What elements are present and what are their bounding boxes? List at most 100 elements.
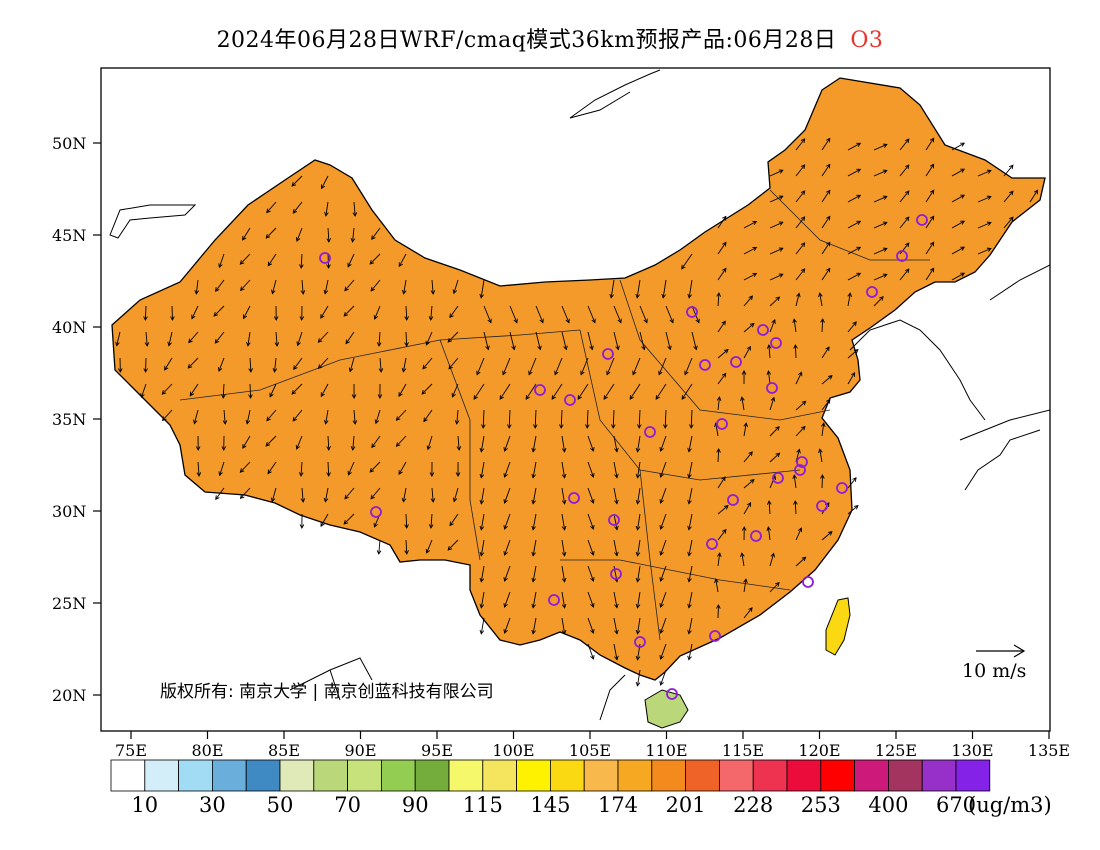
city-marker xyxy=(916,214,928,226)
wind-arrow xyxy=(404,539,409,555)
wind-arrow xyxy=(376,331,382,347)
wind-arrow xyxy=(348,357,355,373)
wind-arrow xyxy=(977,221,992,229)
wind-arrow xyxy=(347,253,355,268)
wind-arrow xyxy=(873,296,884,307)
wind-arrow xyxy=(323,279,329,295)
wind-vectors xyxy=(115,137,1039,687)
wind-arrow xyxy=(245,409,251,425)
wind-arrow xyxy=(795,190,806,203)
wind-arrow xyxy=(561,461,567,479)
wind-arrow xyxy=(239,487,251,499)
wind-arrow xyxy=(499,383,511,400)
wind-arrow xyxy=(507,409,512,429)
wind-arrow xyxy=(350,435,356,451)
wind-arrow xyxy=(769,296,781,307)
wind-arrow xyxy=(899,138,910,151)
wind-arrow xyxy=(479,435,485,453)
wind-arrow xyxy=(821,215,831,229)
wind-arrow xyxy=(847,194,862,203)
wind-arrow xyxy=(717,267,727,281)
city-marker xyxy=(568,492,580,504)
wind-arrow xyxy=(659,591,667,608)
wind-arrow xyxy=(533,409,538,429)
wind-arrow xyxy=(429,461,435,477)
colorbar-swatch xyxy=(245,759,281,792)
city-marker xyxy=(772,472,784,484)
wind-arrow xyxy=(479,565,485,583)
wind-arrow xyxy=(743,501,752,515)
colorbar-label: 400 xyxy=(868,793,908,817)
colorbar-swatch xyxy=(854,759,889,792)
wind-arrow xyxy=(635,461,641,479)
wind-arrow xyxy=(769,169,784,177)
wind-arrow xyxy=(140,383,147,399)
wind-arrow xyxy=(377,383,383,399)
colorbar-swatch xyxy=(448,759,484,792)
colorbar-label: 228 xyxy=(733,793,773,817)
wind-arrow xyxy=(352,201,358,217)
wind-arrow xyxy=(925,241,935,255)
pollutant-label: O3 xyxy=(850,28,884,53)
wind-arrow xyxy=(795,164,806,177)
wind-arrow xyxy=(1029,189,1039,203)
wind-arrow xyxy=(218,461,225,477)
wind-arrow xyxy=(371,435,381,449)
wind-arrow xyxy=(691,305,700,324)
colorbar-label: 90 xyxy=(402,793,429,817)
city-marker xyxy=(716,418,728,430)
wind-arrow xyxy=(221,435,227,451)
colorbar-swatch xyxy=(617,759,653,792)
lon-tick-label: 75E xyxy=(115,741,147,760)
hainan-island xyxy=(644,689,689,729)
wind-arrow xyxy=(426,435,433,451)
wind-arrow xyxy=(398,253,407,268)
wind-arrow xyxy=(167,331,173,347)
wind-arrow xyxy=(635,669,641,687)
wind-arrow xyxy=(635,617,641,635)
wind-arrow xyxy=(663,409,668,429)
wind-arrow xyxy=(847,246,862,255)
wind-arrow xyxy=(899,190,910,203)
wind-arrow xyxy=(925,267,935,281)
wind-arrow xyxy=(1003,216,1014,229)
wind-arrow xyxy=(587,617,595,634)
wind-arrow xyxy=(479,513,485,531)
wind-arrow xyxy=(370,487,381,500)
wind-arrow xyxy=(716,292,722,307)
wind-arrow xyxy=(351,383,357,399)
wind-arrow xyxy=(716,604,721,619)
wind-arrow xyxy=(1003,190,1014,203)
wind-arrow xyxy=(743,220,758,229)
latitude-axis: 50N 45N 40N 35N 30N 25N 20N xyxy=(52,134,101,705)
colorbar xyxy=(110,759,991,792)
lat-tick-label: 20N xyxy=(52,686,86,705)
colorbar-label: 201 xyxy=(666,793,706,817)
wind-arrow xyxy=(899,216,910,229)
city-marker xyxy=(727,494,739,506)
wind-arrow xyxy=(873,221,888,229)
lat-tick-label: 40N xyxy=(52,318,86,337)
wind-arrow xyxy=(473,383,485,400)
colorbar-swatch xyxy=(414,759,450,792)
wind-arrow xyxy=(248,383,253,399)
wind-arrow xyxy=(143,357,148,373)
wind-arrow xyxy=(847,504,859,515)
wind-arrow xyxy=(531,461,537,479)
wind-arrow xyxy=(847,142,862,151)
wind-arrow xyxy=(401,357,407,373)
wind-arrow xyxy=(509,305,518,324)
lat-tick-label: 45N xyxy=(52,226,86,245)
wind-arrow xyxy=(559,409,564,429)
wind-arrow xyxy=(242,305,251,320)
wind-arrow xyxy=(587,539,595,556)
wind-arrow xyxy=(795,268,806,281)
wind-arrow xyxy=(248,357,254,373)
wind-arrow xyxy=(170,305,175,321)
wind-arrow xyxy=(266,409,277,422)
wind-arrow xyxy=(792,318,797,333)
wind-arrow xyxy=(239,253,251,265)
city-marker xyxy=(896,250,908,262)
wind-arrow xyxy=(191,305,199,320)
wind-arrow xyxy=(554,357,563,376)
